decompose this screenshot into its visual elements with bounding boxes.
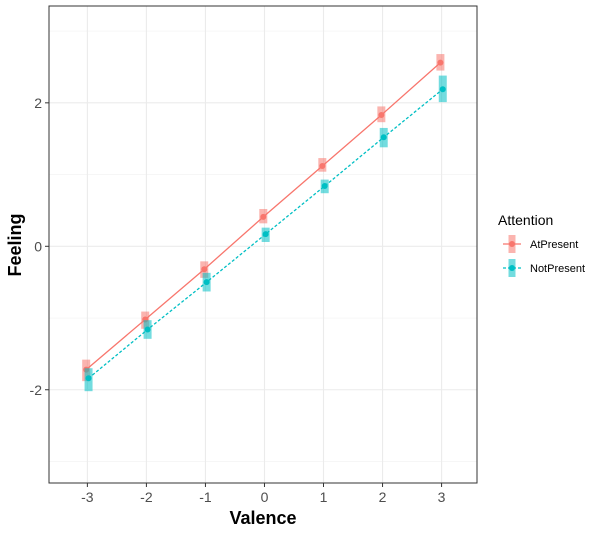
y-axis-title: Feeling [5,213,25,276]
legend-label: AtPresent [530,239,578,251]
data-point [321,183,328,190]
x-tick-label: 1 [320,489,328,505]
y-tick-label: 2 [34,95,42,111]
data-point [203,279,210,286]
x-tick-label: 2 [379,489,387,505]
data-point [378,112,385,119]
data-point [439,86,446,93]
series-NotPresent [84,75,447,392]
data-point [262,231,269,238]
legend-title: Attention [498,212,553,228]
axes-layer: -3 -2 -1 0 1 2 3 -2 0 2 [30,95,446,505]
y-tick-label: 0 [34,238,42,254]
data-point [319,162,326,169]
series-layer [82,54,447,392]
x-tick-label: 3 [438,489,446,505]
x-tick-label: -2 [140,489,153,505]
data-point [201,266,208,273]
data-point [260,213,267,220]
legend-key-point [509,265,515,271]
plot-border [48,5,478,484]
legend-key-point [509,241,515,247]
plot-panel [49,6,477,483]
data-point [380,134,387,141]
x-tick-label: -1 [199,489,212,505]
x-axis-title: Valence [229,508,296,528]
data-point [85,375,92,382]
x-tick-label: -3 [81,489,94,505]
y-tick-label: -2 [30,382,43,398]
legend-label: NotPresent [530,263,585,275]
x-tick-label: 0 [261,489,269,505]
data-point [144,326,151,333]
legend: Attention AtPresent NotPresent [498,212,585,277]
data-point [437,59,444,66]
